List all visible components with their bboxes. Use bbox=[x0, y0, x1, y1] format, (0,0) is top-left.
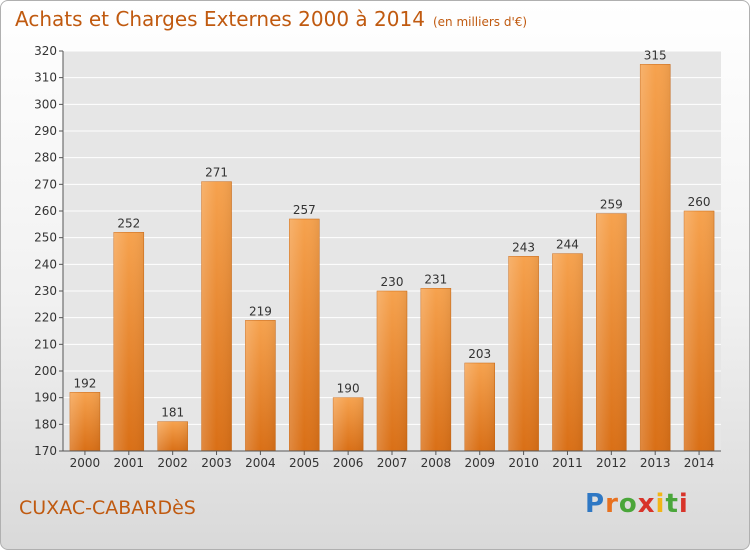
chart-unit: (en milliers d'€) bbox=[432, 15, 528, 29]
y-tick-label: 190 bbox=[34, 391, 57, 405]
x-tick-label: 2006 bbox=[333, 456, 364, 470]
data-label: 257 bbox=[293, 203, 316, 217]
bar-shine bbox=[684, 211, 715, 451]
x-tick-label: 2008 bbox=[421, 456, 452, 470]
x-tick-label: 2000 bbox=[70, 456, 101, 470]
y-tick-label: 290 bbox=[34, 124, 57, 138]
x-tick-label: 2009 bbox=[464, 456, 495, 470]
data-label: 219 bbox=[249, 304, 272, 318]
data-label: 271 bbox=[205, 166, 228, 180]
x-tick-label: 2005 bbox=[289, 456, 320, 470]
data-label: 260 bbox=[688, 195, 711, 209]
x-tick-label: 2004 bbox=[245, 456, 276, 470]
bar-shine bbox=[333, 397, 364, 451]
y-tick-label: 230 bbox=[34, 284, 57, 298]
x-tick-label: 2012 bbox=[596, 456, 627, 470]
y-tick-label: 200 bbox=[34, 364, 57, 378]
data-label: 259 bbox=[600, 198, 623, 212]
bar-shine bbox=[69, 392, 100, 451]
x-tick-label: 2013 bbox=[640, 456, 671, 470]
x-tick-label: 2001 bbox=[114, 456, 145, 470]
bar-shine bbox=[508, 256, 539, 451]
bar-shine bbox=[420, 288, 451, 451]
logo-letter: t bbox=[665, 489, 679, 519]
y-tick-label: 250 bbox=[34, 231, 57, 245]
data-label: 203 bbox=[468, 347, 491, 361]
logo-letter: r bbox=[605, 489, 619, 519]
bar-shine bbox=[289, 219, 320, 451]
x-tick-label: 2010 bbox=[508, 456, 539, 470]
y-tick-label: 300 bbox=[34, 97, 57, 111]
data-label: 231 bbox=[424, 272, 447, 286]
proxiti-logo: Proxiti bbox=[585, 489, 689, 519]
x-tick-label: 2003 bbox=[201, 456, 232, 470]
bar-shine bbox=[596, 213, 627, 451]
logo-letter: o bbox=[618, 489, 638, 519]
logo-letter: P bbox=[585, 489, 606, 519]
y-tick-label: 270 bbox=[34, 177, 57, 191]
chart-title-text: Achats et Charges Externes 2000 à 2014 bbox=[15, 7, 425, 31]
y-tick-label: 180 bbox=[34, 417, 57, 431]
data-label: 230 bbox=[381, 275, 404, 289]
data-label: 315 bbox=[644, 48, 667, 62]
y-tick-label: 240 bbox=[34, 257, 57, 271]
y-tick-label: 210 bbox=[34, 337, 57, 351]
x-tick-label: 2002 bbox=[157, 456, 188, 470]
data-label: 181 bbox=[161, 406, 184, 420]
chart-title: Achats et Charges Externes 2000 à 2014 (e… bbox=[15, 7, 527, 31]
y-tick-label: 220 bbox=[34, 311, 57, 325]
y-tick-label: 310 bbox=[34, 71, 57, 85]
x-tick-label: 2011 bbox=[552, 456, 583, 470]
data-label: 192 bbox=[73, 376, 96, 390]
logo-letter: x bbox=[637, 489, 656, 519]
data-label: 243 bbox=[512, 240, 535, 254]
x-tick-label: 2014 bbox=[684, 456, 715, 470]
data-label: 190 bbox=[337, 382, 360, 396]
y-tick-label: 320 bbox=[34, 44, 57, 58]
y-tick-label: 170 bbox=[34, 444, 57, 458]
bar-shine bbox=[464, 363, 495, 451]
bar-shine bbox=[640, 64, 671, 452]
bar-shine bbox=[113, 232, 144, 451]
bar-shine bbox=[245, 320, 276, 451]
y-tick-label: 260 bbox=[34, 204, 57, 218]
data-label: 252 bbox=[117, 216, 140, 230]
x-tick-label: 2007 bbox=[377, 456, 408, 470]
data-label: 244 bbox=[556, 238, 579, 252]
y-tick-label: 280 bbox=[34, 151, 57, 165]
bar-shine bbox=[377, 291, 407, 451]
location-name: CUXAC-CABARDèS bbox=[19, 497, 196, 519]
logo-letter: i bbox=[678, 489, 689, 519]
bar-shine bbox=[201, 181, 232, 451]
bar-shine bbox=[552, 253, 583, 451]
bar-shine bbox=[157, 421, 188, 451]
logo-letter: i bbox=[655, 489, 666, 519]
